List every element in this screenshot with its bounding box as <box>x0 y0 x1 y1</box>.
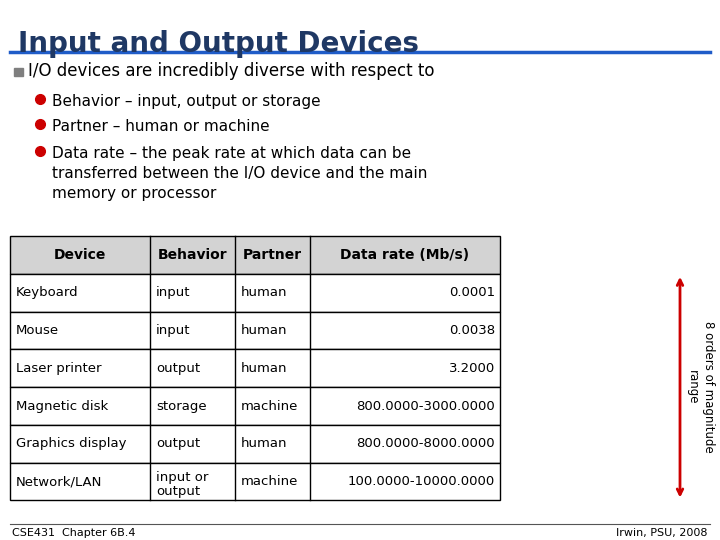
Text: Data rate – the peak rate at which data can be
transferred between the I/O devic: Data rate – the peak rate at which data … <box>52 146 428 200</box>
Text: storage: storage <box>156 400 207 413</box>
Text: Keyboard: Keyboard <box>16 286 78 299</box>
FancyBboxPatch shape <box>10 237 500 274</box>
Text: Partner: Partner <box>243 248 302 262</box>
Text: Mouse: Mouse <box>16 324 59 337</box>
Text: human: human <box>241 286 287 299</box>
Text: 100.0000-10000.0000: 100.0000-10000.0000 <box>348 475 495 488</box>
FancyBboxPatch shape <box>10 425 500 463</box>
Text: 800.0000-3000.0000: 800.0000-3000.0000 <box>356 400 495 413</box>
Text: Device: Device <box>54 248 106 262</box>
FancyBboxPatch shape <box>14 68 23 77</box>
Text: human: human <box>241 437 287 450</box>
Text: Behavior: Behavior <box>158 248 228 262</box>
Text: input or: input or <box>156 471 208 484</box>
Text: 8 orders of magnitude
range: 8 orders of magnitude range <box>685 321 714 453</box>
Text: input: input <box>156 324 191 337</box>
Text: output: output <box>156 362 200 375</box>
Text: Input and Output Devices: Input and Output Devices <box>18 30 419 58</box>
Text: Graphics display: Graphics display <box>16 437 127 450</box>
FancyBboxPatch shape <box>10 349 500 387</box>
Text: Irwin, PSU, 2008: Irwin, PSU, 2008 <box>616 528 708 538</box>
Text: 800.0000-8000.0000: 800.0000-8000.0000 <box>356 437 495 450</box>
FancyBboxPatch shape <box>10 463 500 501</box>
Text: human: human <box>241 324 287 337</box>
Text: output: output <box>156 437 200 450</box>
FancyBboxPatch shape <box>10 387 500 425</box>
Text: Network/LAN: Network/LAN <box>16 475 102 488</box>
Text: 0.0001: 0.0001 <box>449 286 495 299</box>
Text: Partner – human or machine: Partner – human or machine <box>52 119 269 134</box>
Text: machine: machine <box>241 475 298 488</box>
Text: human: human <box>241 362 287 375</box>
Text: output: output <box>156 484 200 497</box>
Text: I/O devices are incredibly diverse with respect to: I/O devices are incredibly diverse with … <box>28 62 434 79</box>
Text: Data rate (Mb/s): Data rate (Mb/s) <box>341 248 469 262</box>
Text: Laser printer: Laser printer <box>16 362 102 375</box>
Text: machine: machine <box>241 400 298 413</box>
Text: Behavior – input, output or storage: Behavior – input, output or storage <box>52 94 320 109</box>
Text: Magnetic disk: Magnetic disk <box>16 400 108 413</box>
Text: CSE431  Chapter 6B.4: CSE431 Chapter 6B.4 <box>12 528 135 538</box>
FancyBboxPatch shape <box>10 312 500 349</box>
Text: 3.2000: 3.2000 <box>449 362 495 375</box>
Text: 0.0038: 0.0038 <box>449 324 495 337</box>
Text: input: input <box>156 286 191 299</box>
FancyBboxPatch shape <box>10 274 500 312</box>
